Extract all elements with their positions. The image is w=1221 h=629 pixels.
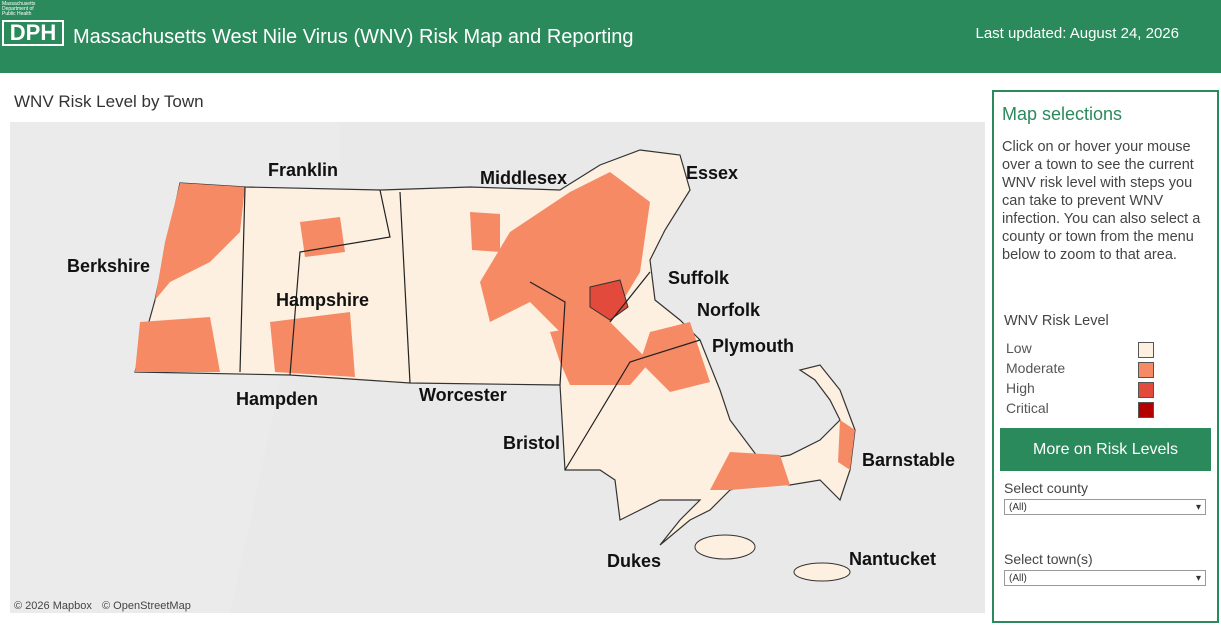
attribution: © OpenStreetMap	[102, 600, 191, 612]
legend-swatch	[1138, 382, 1154, 398]
legend-swatch	[1138, 362, 1154, 378]
select-label: Select town(s)	[1004, 551, 1093, 567]
last-updated: Last updated: August 24, 2026	[975, 25, 1179, 42]
town-area	[710, 452, 790, 490]
page-title: Massachusetts West Nile Virus (WNV) Risk…	[73, 26, 634, 48]
county-label: Suffolk	[668, 268, 730, 288]
town-area	[470, 212, 500, 252]
logo-small-text: Massachusetts Department of Public Healt…	[2, 1, 36, 17]
town-area	[640, 322, 710, 392]
county-label: Bristol	[503, 433, 560, 453]
town-area	[300, 217, 345, 257]
county-label: Dukes	[607, 551, 661, 571]
town-area	[270, 312, 355, 377]
town-area	[838, 420, 855, 470]
legend-item: Low	[1006, 340, 1156, 358]
island	[793, 562, 851, 582]
legend-label: Moderate	[1006, 360, 1066, 376]
logo: Massachusetts Department of Public Healt…	[2, 2, 66, 52]
risk-levels-button[interactable]: More on Risk Levels	[1000, 428, 1211, 471]
legend-label: High	[1006, 380, 1035, 396]
select-dropdown[interactable]: (All)	[1004, 570, 1206, 587]
county-label: Middlesex	[480, 168, 567, 188]
county-label: Barnstable	[862, 450, 955, 470]
attribution: © 2026 Mapbox	[14, 600, 92, 612]
legend-label: Critical	[1006, 400, 1049, 416]
island	[694, 534, 756, 560]
map[interactable]: Franklin Middlesex Essex Berkshire Suffo…	[10, 122, 985, 613]
legend-item: Moderate	[1006, 360, 1156, 378]
county-label: Norfolk	[697, 300, 761, 320]
county-label: Franklin	[268, 160, 338, 180]
legend-item: Critical	[1006, 400, 1156, 418]
sidebar-title: Map selections	[1002, 104, 1123, 124]
header: Massachusetts Department of Public Healt…	[0, 0, 1221, 73]
county-label: Plymouth	[712, 336, 794, 356]
select-label: Select county	[1004, 480, 1089, 496]
county-label: Hampden	[236, 389, 318, 409]
logo-text: DPH	[2, 20, 64, 46]
town-area	[135, 317, 220, 372]
town-area	[155, 183, 245, 300]
select-dropdown[interactable]: (All)	[1004, 499, 1206, 516]
sidebar-description: Click on or hover your mouse over a town…	[1002, 139, 1201, 263]
legend-item: High	[1006, 380, 1156, 398]
map-title: WNV Risk Level by Town	[14, 92, 204, 111]
high-towns	[589, 279, 629, 321]
county-label: Nantucket	[849, 549, 936, 569]
county-label: Essex	[686, 163, 738, 183]
county-label: Berkshire	[67, 256, 150, 276]
county-label: Hampshire	[276, 290, 369, 310]
legend-title: WNV Risk Level	[1004, 313, 1109, 329]
legend-swatch	[1138, 402, 1154, 418]
county-borders	[239, 186, 701, 471]
legend-swatch	[1138, 342, 1154, 358]
legend-label: Low	[1006, 340, 1032, 356]
sidebar: Map selections Click on or hover your mo…	[992, 90, 1219, 623]
county-label: Worcester	[419, 385, 507, 405]
